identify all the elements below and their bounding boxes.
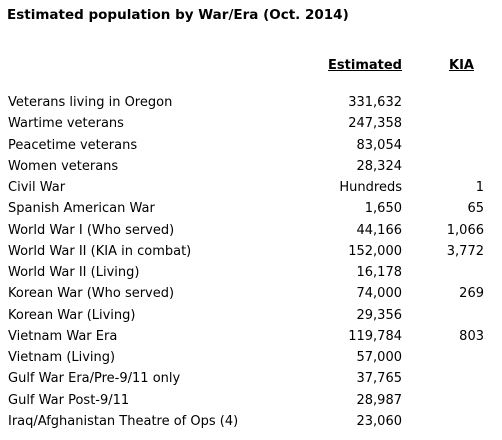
estimated-cell: 57,000 [356,350,403,365]
estimated-cell: 74,000 [356,286,403,302]
row-label: Veterans living in Oregon [8,95,173,110]
estimated-cell: Hundreds [339,180,402,195]
estimated-cell: 119,784 [348,328,402,344]
row-label: Gulf War Era/Pre-9/11 only [8,371,181,387]
estimated-cell: 23,060 [356,413,403,429]
row-label: Wartime veterans [8,116,124,132]
estimated-cell: 83,054 [356,137,403,153]
row-label: Women veterans [8,158,119,174]
estimated-cell: 331,632 [348,95,402,110]
row-label: Vietnam War Era [8,328,118,344]
kia-cell: 269 [459,286,484,302]
column-header: KIA [449,58,474,73]
kia-cell: 1 [475,180,484,195]
table-title: Estimated population by War/Era (Oct. 20… [7,7,349,23]
row-label: Korean War (Living) [8,307,136,323]
estimated-cell: 1,650 [364,201,402,217]
estimated-cell: 37,765 [356,371,403,387]
row-label: Spanish American War [8,201,155,217]
kia-cell: 65 [467,201,484,217]
estimated-cell: 247,358 [348,116,402,132]
kia-cell: 1,066 [446,222,484,238]
kia-cell: 803 [459,328,484,344]
row-label: Iraq/Afghanistan Theatre of Ops (4) [8,413,239,429]
estimated-cell: 29,356 [356,307,403,323]
row-label: World War II (Living) [8,265,140,280]
estimated-cell: 44,166 [356,222,403,238]
column-header: Estimated [328,58,402,73]
row-label: Vietnam (Living) [8,350,116,365]
row-label: World War II (KIA in combat) [8,243,192,259]
row-label: Gulf War Post-9/11 [8,392,130,408]
row-label: World War I (Who served) [8,222,175,238]
estimated-cell: 28,324 [356,158,403,174]
estimated-cell: 152,000 [348,243,402,259]
estimated-cell: 28,987 [356,392,403,408]
estimated-cell: 16,178 [356,265,403,280]
row-label: Peacetime veterans [8,137,138,153]
row-label: Korean War (Who served) [8,286,175,302]
row-label: Civil War [8,180,66,195]
kia-cell: 3,772 [446,243,484,259]
